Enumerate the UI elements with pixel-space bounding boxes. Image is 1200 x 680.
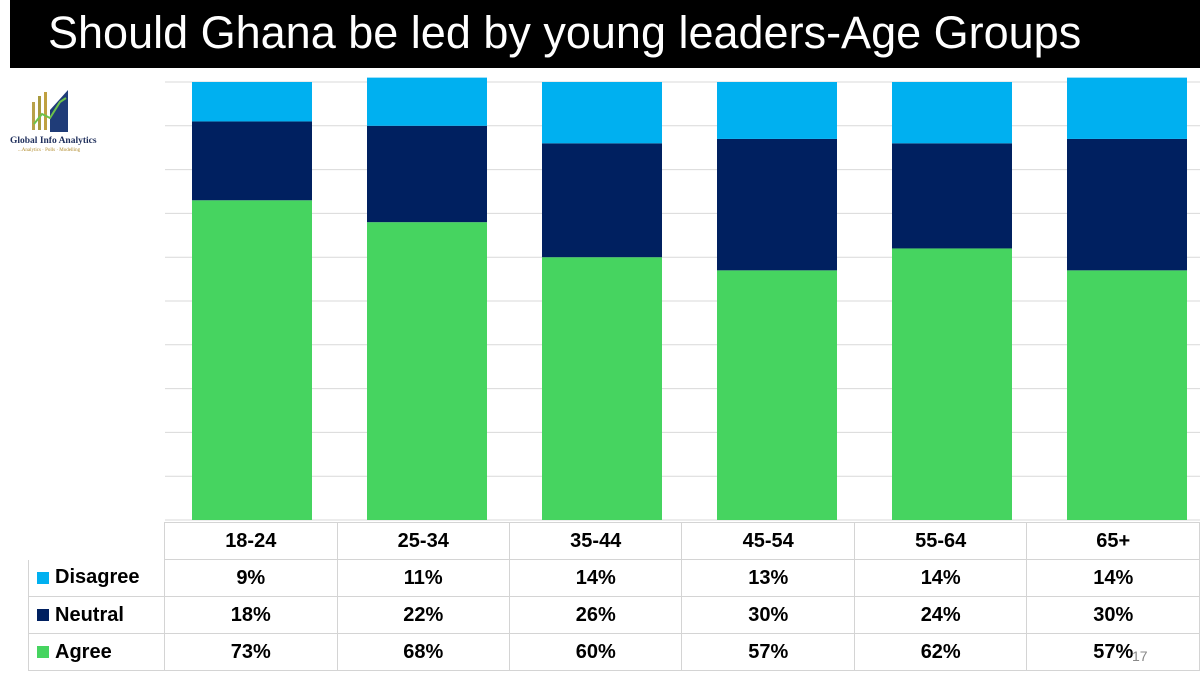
gridlines bbox=[165, 81, 1200, 521]
data-label: 73% bbox=[164, 633, 338, 671]
legend-label: Agree bbox=[55, 640, 112, 663]
bar-agree-25-34 bbox=[367, 222, 487, 520]
bar-disagree-35-44 bbox=[542, 82, 662, 144]
data-label: 57% bbox=[681, 633, 855, 671]
logo-icon bbox=[32, 90, 68, 132]
bar-agree-18-24 bbox=[192, 200, 312, 520]
bar-neutral-25-34 bbox=[367, 125, 487, 223]
bar-disagree-55-64 bbox=[892, 82, 1012, 144]
agree-swatch bbox=[37, 646, 49, 659]
data-label: 30% bbox=[1026, 596, 1200, 634]
data-table: 18-24 25-34 35-44 45-54 55-64 65+ Disagr… bbox=[27, 522, 1200, 671]
legend-label: Neutral bbox=[55, 603, 124, 626]
bar-agree-45-54 bbox=[717, 270, 837, 520]
category-label: 18-24 bbox=[164, 522, 338, 560]
legend-disagree: Disagree bbox=[27, 559, 166, 597]
bar-agree-65+ bbox=[1067, 270, 1187, 520]
legend-neutral: Neutral bbox=[27, 596, 166, 634]
bar-agree-35-44 bbox=[542, 257, 662, 520]
category-label: 55-64 bbox=[853, 522, 1028, 560]
agree-row: Agree 73% 68% 60% 57% 62% 57% bbox=[27, 633, 1200, 671]
data-label: 24% bbox=[853, 596, 1028, 634]
bar-disagree-45-54 bbox=[717, 82, 837, 139]
logo-name: Global Info Analytics bbox=[10, 136, 97, 146]
category-label: 65+ bbox=[1026, 522, 1200, 560]
chart-title: Should Ghana be led by young leaders-Age… bbox=[48, 7, 1082, 58]
bar-neutral-35-44 bbox=[542, 143, 662, 258]
data-label: 18% bbox=[164, 596, 338, 634]
stacked-bar-chart bbox=[165, 77, 1200, 521]
category-label: 25-34 bbox=[336, 522, 511, 560]
data-label: 11% bbox=[336, 559, 511, 597]
data-label: 14% bbox=[508, 559, 683, 597]
legend-label: Disagree bbox=[55, 566, 140, 589]
table-corner bbox=[29, 523, 165, 560]
bar-neutral-18-24 bbox=[192, 121, 312, 201]
data-label: 14% bbox=[853, 559, 1028, 597]
data-label: 68% bbox=[336, 633, 511, 671]
title-accent bbox=[0, 0, 10, 68]
data-label: 57% bbox=[1026, 633, 1200, 671]
bar-neutral-55-64 bbox=[892, 143, 1012, 249]
data-label: 22% bbox=[336, 596, 511, 634]
data-label: 26% bbox=[508, 596, 683, 634]
category-header-row: 18-24 25-34 35-44 45-54 55-64 65+ bbox=[29, 522, 1200, 560]
data-label: 30% bbox=[681, 596, 855, 634]
disagree-swatch bbox=[37, 571, 49, 584]
bar-disagree-18-24 bbox=[192, 82, 312, 122]
neutral-row: Neutral 18% 22% 26% 30% 24% 30% bbox=[27, 596, 1200, 634]
data-label: 62% bbox=[853, 633, 1028, 671]
bars bbox=[192, 77, 1187, 520]
legend-agree: Agree bbox=[27, 633, 166, 671]
data-label: 60% bbox=[508, 633, 683, 671]
bar-disagree-25-34 bbox=[367, 77, 487, 126]
page-number: 17 bbox=[1132, 648, 1148, 664]
data-label: 14% bbox=[1026, 559, 1200, 597]
disagree-row: Disagree 9% 11% 14% 13% 14% 14% bbox=[27, 559, 1200, 597]
data-label: 9% bbox=[164, 559, 338, 597]
bar-neutral-65+ bbox=[1067, 138, 1187, 271]
bar-neutral-45-54 bbox=[717, 138, 837, 271]
data-label: 13% bbox=[681, 559, 855, 597]
bar-agree-55-64 bbox=[892, 248, 1012, 520]
bar-disagree-65+ bbox=[1067, 77, 1187, 139]
logo-tagline: ...Analytics · Polls · Modelling bbox=[18, 148, 81, 153]
neutral-swatch bbox=[37, 609, 49, 622]
title-bar: Should Ghana be led by young leaders-Age… bbox=[0, 0, 1200, 68]
category-label: 35-44 bbox=[508, 522, 683, 560]
category-label: 45-54 bbox=[681, 522, 855, 560]
